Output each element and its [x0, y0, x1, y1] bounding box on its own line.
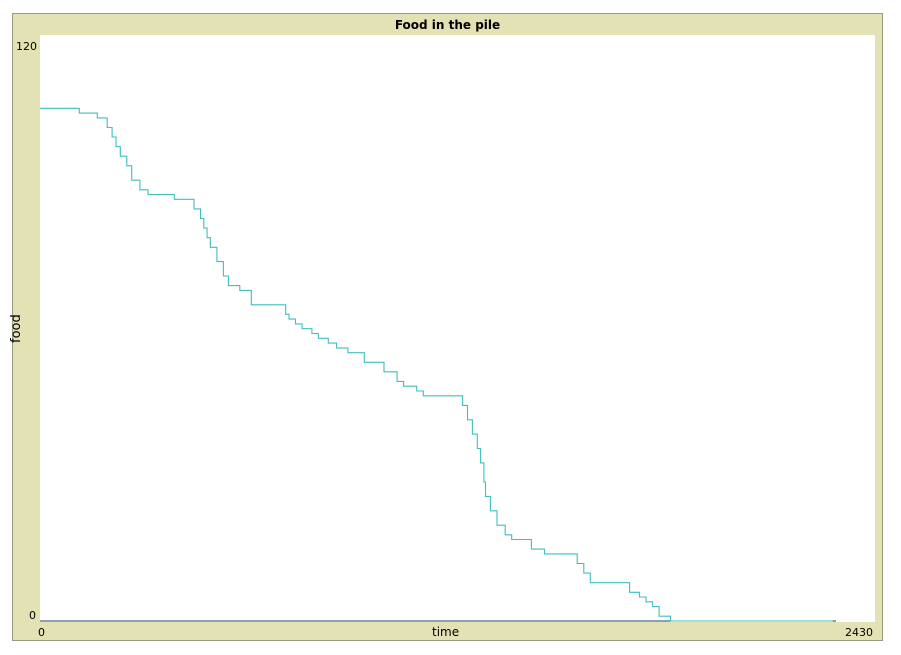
y-tick-min: 0 — [29, 609, 36, 622]
series-line-food — [40, 107, 833, 622]
food-line-chart — [40, 107, 836, 622]
plot-area — [40, 35, 875, 622]
y-axis-label: food — [9, 314, 24, 343]
x-tick-max: 2430 — [845, 626, 873, 639]
x-tick-min: 0 — [38, 626, 45, 639]
x-axis-label: time — [432, 625, 460, 639]
y-tick-max: 120 — [16, 40, 37, 53]
chart-title: Food in the pile — [394, 18, 501, 32]
